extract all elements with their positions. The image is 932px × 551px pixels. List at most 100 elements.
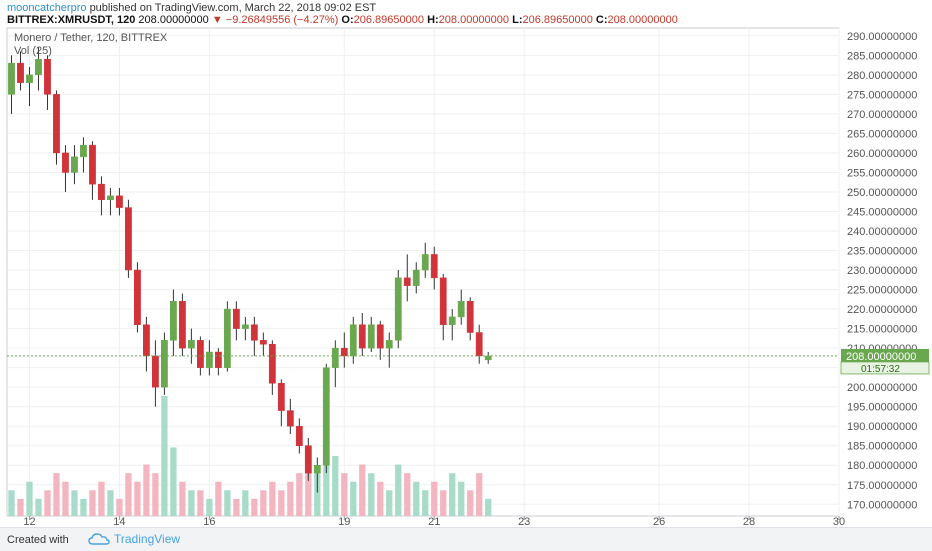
candle bbox=[107, 188, 114, 216]
candle-body bbox=[232, 308, 240, 329]
y-tick-label: 270.00000000 bbox=[847, 109, 917, 121]
y-tick-label: 185.00000000 bbox=[847, 441, 917, 453]
candle-body bbox=[340, 347, 348, 357]
volume-bar bbox=[233, 498, 240, 516]
volume-bar bbox=[188, 490, 195, 516]
y-tick-label: 235.00000000 bbox=[847, 246, 917, 258]
candle bbox=[125, 199, 132, 278]
candle-body bbox=[134, 269, 141, 325]
volume-bar bbox=[44, 490, 51, 516]
volume-bar bbox=[458, 481, 465, 516]
candle-body bbox=[125, 207, 132, 271]
volume-bar bbox=[89, 490, 96, 516]
y-tick-label: 265.00000000 bbox=[847, 128, 917, 140]
candle bbox=[80, 137, 87, 173]
close-label: C: bbox=[595, 14, 608, 26]
candle bbox=[358, 312, 366, 356]
created-with-text: Created with bbox=[7, 534, 69, 546]
candle bbox=[89, 141, 96, 200]
candle-body bbox=[241, 324, 249, 329]
volume-bar bbox=[305, 464, 312, 516]
candle bbox=[53, 90, 60, 165]
candle-body bbox=[448, 316, 456, 325]
candle bbox=[98, 176, 105, 216]
volume-bar bbox=[422, 490, 429, 516]
candle-body bbox=[457, 301, 465, 318]
candle-body bbox=[286, 410, 294, 427]
candle bbox=[313, 457, 321, 493]
volume-bar bbox=[377, 481, 384, 516]
candle-body bbox=[403, 277, 411, 286]
volume-bar bbox=[332, 456, 339, 516]
candle bbox=[448, 309, 456, 341]
y-tick-label: 290.00000000 bbox=[847, 31, 917, 43]
candle-body bbox=[367, 324, 375, 349]
y-tick-label: 240.00000000 bbox=[847, 226, 917, 238]
candle bbox=[232, 301, 240, 341]
candle-body bbox=[412, 269, 420, 286]
candle bbox=[457, 289, 465, 325]
candle bbox=[286, 398, 294, 435]
volume-bar bbox=[395, 464, 402, 516]
volume-bar bbox=[125, 473, 132, 516]
candle-body bbox=[268, 343, 276, 384]
volume-bar bbox=[98, 481, 105, 516]
countdown-label: 01:57:32 bbox=[861, 364, 900, 375]
volume-bar bbox=[413, 481, 420, 516]
volume-bar bbox=[287, 481, 294, 516]
candle bbox=[35, 47, 42, 91]
down-arrow-icon: ▼ bbox=[211, 14, 223, 26]
volume-bar bbox=[170, 447, 177, 516]
volume-bar bbox=[269, 481, 276, 516]
candle-body bbox=[170, 301, 177, 341]
symbol-label: BITTREX:XMRUSDT, 120 bbox=[7, 14, 136, 26]
candle bbox=[403, 254, 411, 302]
candles bbox=[8, 47, 492, 493]
volume-bar bbox=[17, 498, 24, 516]
price-badge-label: 208.00000000 bbox=[846, 351, 916, 363]
candle bbox=[241, 316, 249, 341]
price-badge-bg bbox=[841, 348, 929, 362]
volume-bar bbox=[350, 481, 357, 516]
candle-body bbox=[71, 156, 78, 173]
tradingview-brand[interactable]: TradingView bbox=[88, 532, 180, 546]
volume-bar bbox=[440, 490, 447, 516]
y-tick-label: 275.00000000 bbox=[847, 89, 917, 101]
volume-bar bbox=[53, 473, 60, 516]
volume-bar bbox=[224, 490, 231, 516]
candle bbox=[223, 301, 231, 372]
volume-bar bbox=[476, 473, 483, 516]
x-tick-label: 12 bbox=[23, 516, 35, 527]
published-text: published on TradingView.com, March 22, … bbox=[89, 2, 377, 14]
x-axis: 12 14 16 19 21 23 26 28 30 bbox=[23, 516, 845, 527]
candle bbox=[134, 262, 141, 333]
volume-bar bbox=[242, 490, 249, 516]
author-link[interactable]: mooncatcherpro bbox=[7, 2, 87, 14]
open-label: O: bbox=[341, 14, 354, 26]
volume-bar bbox=[404, 473, 411, 516]
volume-bar bbox=[206, 498, 213, 516]
candle bbox=[439, 273, 447, 341]
candle bbox=[161, 332, 168, 395]
candle-body bbox=[295, 425, 303, 446]
candle-body bbox=[466, 301, 474, 333]
plot-area bbox=[6, 27, 840, 517]
x-tick-label: 26 bbox=[653, 516, 665, 527]
candle-body bbox=[394, 277, 402, 341]
candle-body bbox=[187, 340, 195, 349]
candle-body bbox=[214, 351, 222, 368]
candle-body bbox=[259, 340, 267, 345]
volume-bar bbox=[341, 473, 348, 516]
candle bbox=[394, 270, 402, 349]
volume-bar bbox=[431, 481, 438, 516]
volume-bar bbox=[197, 490, 204, 516]
low-label: L: bbox=[512, 14, 523, 26]
candlestick-chart[interactable]: 170.00000000 175.00000000 180.00000000 185.… bbox=[0, 0, 932, 527]
volume-bar bbox=[152, 473, 159, 516]
candle-body bbox=[161, 340, 168, 388]
y-tick-label: 215.00000000 bbox=[847, 324, 917, 336]
y-tick-label: 200.00000000 bbox=[847, 382, 917, 394]
candle bbox=[170, 289, 177, 356]
candle bbox=[259, 332, 267, 356]
candle-body bbox=[107, 195, 114, 201]
